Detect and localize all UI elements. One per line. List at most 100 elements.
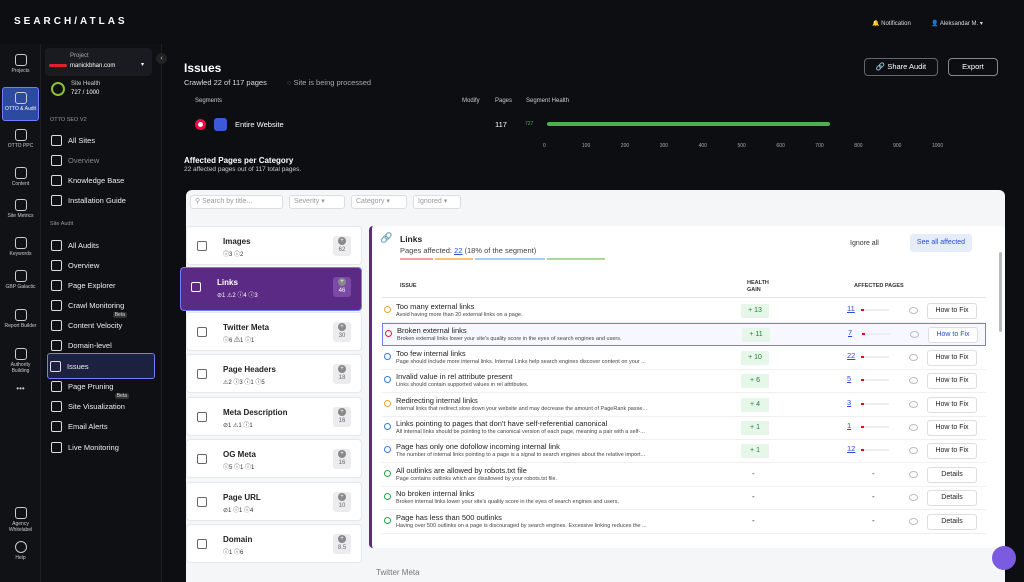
nav-issues[interactable]: Issues bbox=[47, 353, 155, 379]
issue-description: Broken internal links lower your site's … bbox=[396, 499, 619, 506]
ignore-eye-icon[interactable] bbox=[909, 424, 918, 431]
rail-more[interactable]: ••• bbox=[16, 384, 25, 393]
nav-site-visualization[interactable]: Site Visualization Beta bbox=[49, 393, 155, 415]
ignore-eye-icon[interactable] bbox=[909, 517, 918, 525]
nav-audit-overview[interactable]: Overview bbox=[49, 256, 155, 274]
nav-page-explorer[interactable]: Page Explorer bbox=[49, 276, 155, 294]
affected-pages-link[interactable]: 22 bbox=[847, 350, 856, 360]
project-selector[interactable]: Project manickbhan.com ▾ bbox=[45, 48, 152, 76]
nav-email-alerts[interactable]: Email Alerts bbox=[49, 417, 155, 435]
details-button[interactable]: Details bbox=[927, 466, 977, 483]
rail-otto-audit[interactable]: OTTO & Audit bbox=[2, 87, 39, 121]
user-menu[interactable]: 👤 Aleksandar M. ▾ bbox=[931, 21, 983, 27]
segment-radio[interactable] bbox=[195, 119, 206, 130]
how-to-fix-button[interactable]: How to Fix bbox=[927, 396, 977, 413]
nav-all-audits[interactable]: All Audits bbox=[49, 236, 155, 254]
ignore-eye-icon[interactable] bbox=[909, 494, 918, 502]
megaphone-icon bbox=[14, 348, 27, 360]
category-links[interactable]: Links⊘1 ⚠2 ⓘ4 ⓘ346 bbox=[180, 267, 362, 311]
affected-pages-link[interactable]: 1 bbox=[847, 421, 852, 430]
issue-row[interactable]: Redirecting internal links Internal links… bbox=[382, 394, 986, 417]
issue-row[interactable]: No broken internal links Broken internal … bbox=[382, 487, 986, 511]
rail-site-metrics[interactable]: Site Metrics bbox=[2, 199, 39, 219]
nav-knowledge-base[interactable]: Knowledge Base bbox=[49, 171, 155, 189]
ignore-eye-icon[interactable] bbox=[909, 447, 918, 455]
rail-gbp-galactic[interactable]: GBP Galactic bbox=[2, 270, 39, 290]
how-to-fix-button[interactable]: How to Fix bbox=[927, 420, 977, 436]
scrollbar[interactable] bbox=[999, 252, 1002, 332]
affected-title: Affected Pages per Category bbox=[184, 156, 294, 165]
beta-badge: Beta bbox=[114, 393, 129, 399]
rail-agency-whitelabel[interactable]: Agency Whitelabel bbox=[2, 507, 39, 533]
category-select[interactable]: Category ▾ bbox=[351, 195, 407, 209]
segment-edit-icon[interactable] bbox=[214, 118, 227, 131]
how-to-fix-button[interactable]: How to Fix bbox=[928, 327, 978, 344]
issue-row[interactable]: Links pointing to pages that don't have … bbox=[382, 417, 986, 440]
nav-installation-guide[interactable]: Installation Guide bbox=[49, 191, 155, 209]
search-input[interactable]: ⚲ Search by title... bbox=[190, 195, 283, 209]
health-gain: + 10 bbox=[741, 350, 769, 365]
severity-select[interactable]: Severity ▾ bbox=[289, 195, 345, 209]
details-button[interactable]: Details bbox=[927, 513, 977, 530]
nav-all-sites[interactable]: All Sites bbox=[49, 131, 155, 149]
nav-page-pruning[interactable]: Page Pruning bbox=[49, 377, 155, 395]
rail-content[interactable]: Content bbox=[2, 167, 39, 187]
nav-domain-level[interactable]: Domain-level bbox=[49, 336, 155, 354]
ignore-eye-icon[interactable] bbox=[909, 470, 918, 478]
see-all-affected-button[interactable]: See all affected bbox=[910, 234, 972, 252]
how-to-fix-button[interactable]: How to Fix bbox=[927, 349, 977, 366]
how-to-fix-button[interactable]: How to Fix bbox=[927, 443, 977, 460]
issue-row[interactable]: Broken external links Broken external lin… bbox=[382, 323, 986, 347]
ignore-eye-icon[interactable] bbox=[909, 377, 918, 385]
collapse-sidebar-button[interactable]: ‹ bbox=[156, 53, 167, 64]
ignore-eye-icon[interactable] bbox=[909, 400, 918, 408]
pages-affected-link[interactable]: 22 bbox=[454, 246, 463, 255]
details-button[interactable]: Details bbox=[927, 490, 977, 507]
nav-crawl-monitoring[interactable]: Crawl Monitoring bbox=[49, 296, 155, 314]
export-button[interactable]: Export bbox=[948, 58, 998, 76]
ignore-eye-icon[interactable] bbox=[909, 353, 918, 361]
affected-pages-link[interactable]: 3 bbox=[847, 397, 852, 407]
issue-row[interactable]: Page has only one dofollow incoming inte… bbox=[382, 440, 986, 464]
category-page-url[interactable]: Page URL⊘1 ⓘ1 ⓘ410 bbox=[186, 482, 362, 521]
nav-content-velocity[interactable]: Content Velocity Beta bbox=[49, 312, 155, 334]
affected-pages-link[interactable]: 7 bbox=[848, 328, 853, 338]
health-gain: - bbox=[752, 515, 755, 525]
ignore-all-button[interactable]: Ignore all bbox=[850, 240, 879, 247]
rail-report-builder[interactable]: Report Builder bbox=[2, 309, 39, 329]
affected-pages-link[interactable]: 5 bbox=[847, 374, 852, 384]
chat-button[interactable] bbox=[992, 546, 1016, 570]
issue-row[interactable]: Invalid value in rel attribute present Li… bbox=[382, 370, 986, 394]
link-icon bbox=[191, 282, 201, 292]
severity-icon bbox=[384, 469, 391, 477]
share-audit-button[interactable]: 🔗 Share Audit bbox=[864, 58, 938, 76]
issue-row[interactable]: Too many external links Avoid having more… bbox=[382, 300, 986, 323]
category-meta-description[interactable]: Meta Description⊘1 ⚠1 ⓘ116 bbox=[186, 397, 362, 436]
how-to-fix-button[interactable]: How to Fix bbox=[927, 303, 977, 319]
issue-row[interactable]: Page has less than 500 outlinks Having ov… bbox=[382, 511, 986, 534]
nav-otto-overview[interactable]: Overview bbox=[49, 151, 155, 169]
notification-button[interactable]: 🔔 Notification bbox=[872, 21, 911, 27]
rail-authority-building[interactable]: Authority Building bbox=[2, 348, 39, 374]
briefcase-icon bbox=[14, 507, 27, 519]
issue-row[interactable]: Too few internal links Page should includ… bbox=[382, 347, 986, 370]
rail-otto-ppc[interactable]: OTTO PPC bbox=[2, 129, 39, 149]
rail-keywords[interactable]: Keywords bbox=[2, 237, 39, 257]
rail-help[interactable]: Help bbox=[2, 541, 39, 561]
ignored-select[interactable]: Ignored ▾ bbox=[413, 195, 461, 209]
ignore-eye-icon[interactable] bbox=[909, 307, 918, 314]
how-to-fix-button[interactable]: How to Fix bbox=[927, 373, 977, 390]
rail-projects[interactable]: Projects bbox=[2, 54, 39, 74]
issue-row[interactable]: All outlinks are allowed by robots.txt f… bbox=[382, 464, 986, 487]
category-page-headers[interactable]: Page Headers⚠2 ⓘ3 ⓘ1 ⓘ518 bbox=[186, 354, 362, 393]
segment-row[interactable]: Entire Website bbox=[195, 118, 284, 131]
affected-pages-link[interactable]: 11 bbox=[847, 304, 855, 313]
affected-pages-link[interactable]: 12 bbox=[847, 444, 856, 454]
severity-icon bbox=[384, 376, 391, 384]
ignore-eye-icon[interactable] bbox=[910, 331, 919, 339]
nav-live-monitoring[interactable]: Live Monitoring bbox=[49, 438, 155, 456]
